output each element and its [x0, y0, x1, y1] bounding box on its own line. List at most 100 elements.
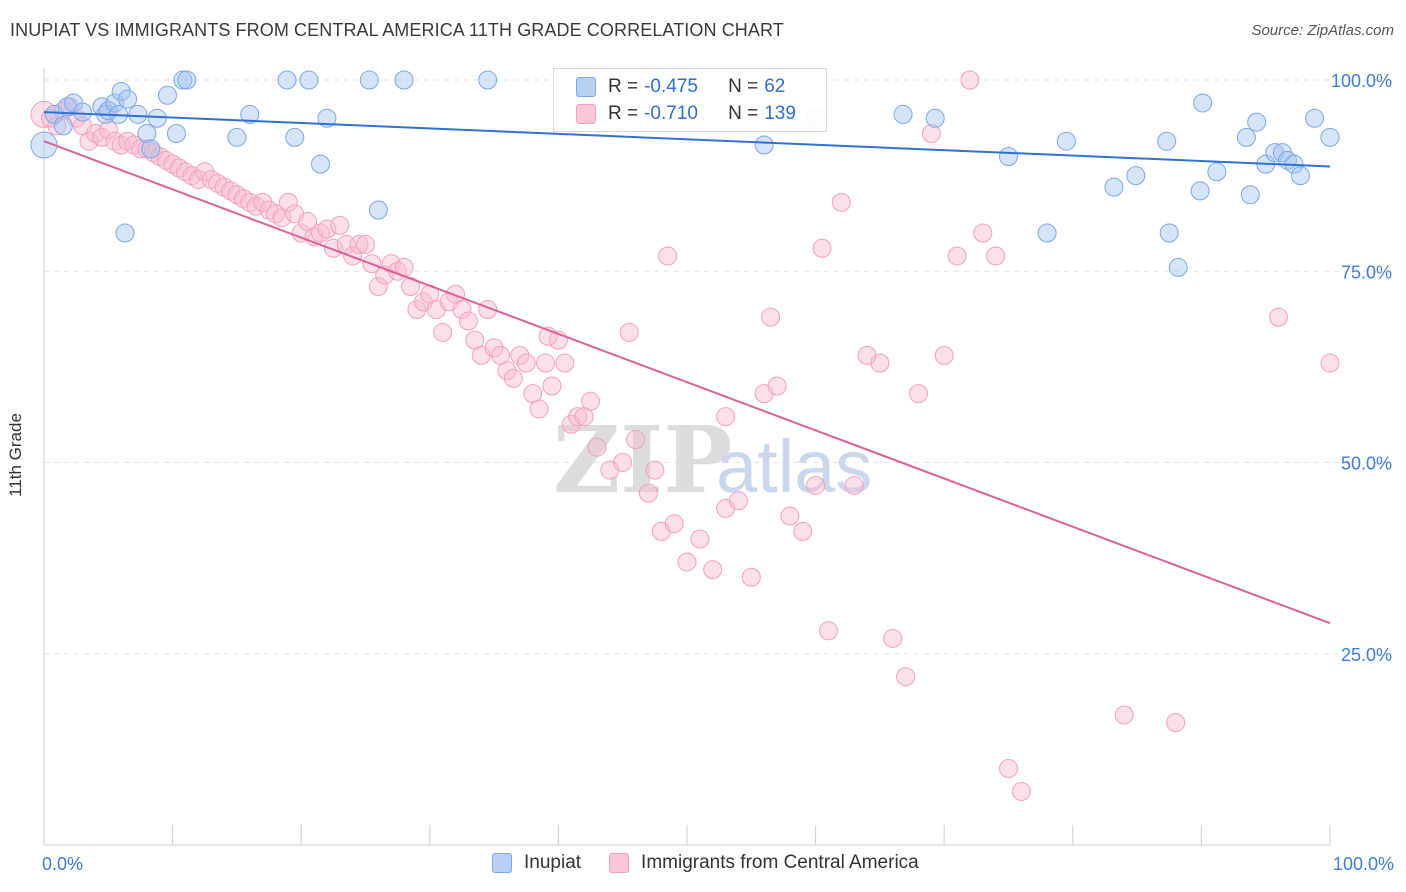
data-point: [359, 70, 379, 90]
data-point: [664, 514, 684, 534]
data-point: [1269, 307, 1289, 327]
data-point: [626, 430, 646, 450]
data-point: [1056, 131, 1076, 151]
data-point: [1247, 112, 1267, 132]
data-point: [1157, 131, 1177, 151]
data-point: [1104, 177, 1124, 197]
inupiat-swatch: [492, 853, 512, 873]
data-point: [1290, 166, 1310, 186]
grid-lines: [44, 79, 1392, 655]
legend-row-inupiat: R = -0.475 N = 62: [576, 74, 785, 100]
data-point: [128, 104, 148, 124]
data-point: [227, 127, 247, 147]
data-point: [555, 353, 575, 373]
data-point: [478, 70, 498, 90]
data-point: [291, 223, 311, 243]
data-point: [754, 135, 774, 155]
data-point: [921, 124, 941, 144]
axes: [43, 68, 1331, 846]
data-point: [677, 552, 697, 572]
data-point: [812, 238, 832, 258]
data-point: [761, 307, 781, 327]
data-point: [767, 376, 787, 396]
data-point: [1320, 127, 1340, 147]
data-point: [195, 162, 215, 182]
data-point: [999, 759, 1018, 778]
data-point: [986, 246, 1006, 266]
data-point: [510, 345, 530, 365]
r-label: R =: [608, 103, 639, 124]
legend-item-inupiat[interactable]: Inupiat: [492, 852, 581, 874]
data-point: [30, 100, 58, 128]
data-point: [1114, 705, 1134, 725]
data-point: [317, 108, 337, 128]
data-point: [1207, 162, 1227, 182]
data-point: [780, 506, 800, 526]
data-point: [818, 621, 838, 641]
n-value: 62: [764, 76, 786, 97]
data-point: [118, 89, 138, 109]
trend-line: [43, 140, 1331, 625]
data-point: [278, 192, 298, 212]
data-point: [638, 483, 658, 503]
data-point: [587, 437, 607, 457]
data-point: [1037, 223, 1057, 243]
immigrants-swatch: [609, 853, 630, 873]
data-point: [1166, 713, 1186, 733]
source-label: Source: ZipAtlas.com: [1251, 22, 1394, 39]
data-point: [433, 322, 453, 342]
data-point: [157, 85, 177, 105]
r-value: -0.475: [644, 76, 698, 97]
x-tick-label: 0.0%: [42, 854, 83, 874]
y-tick-label: 50.0%: [1341, 454, 1392, 474]
series-immigrants-points: [30, 70, 1340, 801]
immigrants-swatch: [576, 104, 596, 124]
data-point: [1159, 223, 1179, 243]
data-point: [407, 300, 427, 319]
data-point: [452, 300, 472, 319]
data-point: [394, 70, 414, 90]
data-point: [1320, 353, 1340, 373]
data-point: [703, 560, 723, 580]
data-point: [728, 491, 748, 511]
data-point: [497, 361, 517, 381]
tick-labels: 25.0% 50.0% 75.0% 100.0% 0.0% 100.0%: [42, 71, 1394, 874]
data-point: [893, 104, 913, 124]
data-point: [690, 529, 710, 549]
data-point: [323, 238, 343, 258]
data-point: [568, 407, 588, 427]
data-point: [960, 70, 980, 90]
data-point: [368, 200, 388, 220]
data-point: [73, 102, 93, 122]
data-point: [277, 70, 297, 90]
data-point: [908, 384, 928, 404]
series-legend: Inupiat Immigrants from Central America: [492, 852, 947, 874]
data-point: [285, 127, 305, 147]
legend-row-immigrants: R = -0.710 N = 139: [576, 101, 796, 127]
data-point: [1126, 166, 1146, 186]
x-tick-label: 100.0%: [1333, 854, 1394, 874]
legend-item-immigrants[interactable]: Immigrants from Central America: [609, 852, 919, 874]
data-point: [831, 192, 851, 212]
trend-lines: [43, 111, 1331, 625]
data-point: [115, 223, 135, 243]
data-point: [870, 353, 890, 373]
data-point: [658, 246, 678, 266]
legend-label-immigrants: Immigrants from Central America: [641, 852, 919, 873]
data-point: [1011, 781, 1031, 801]
data-point: [619, 322, 639, 342]
data-point: [98, 120, 118, 140]
chart-title: INUPIAT VS IMMIGRANTS FROM CENTRAL AMERI…: [10, 20, 784, 40]
data-point: [716, 407, 736, 427]
data-point: [253, 192, 273, 212]
data-point: [883, 628, 903, 648]
data-point: [1236, 127, 1256, 147]
y-tick-label: 25.0%: [1341, 645, 1392, 665]
data-point: [1240, 185, 1260, 205]
data-point: [317, 219, 337, 239]
y-tick-label: 75.0%: [1341, 262, 1392, 282]
n-label: N =: [728, 103, 759, 124]
data-point: [645, 460, 665, 480]
r-value: -0.710: [644, 103, 698, 124]
